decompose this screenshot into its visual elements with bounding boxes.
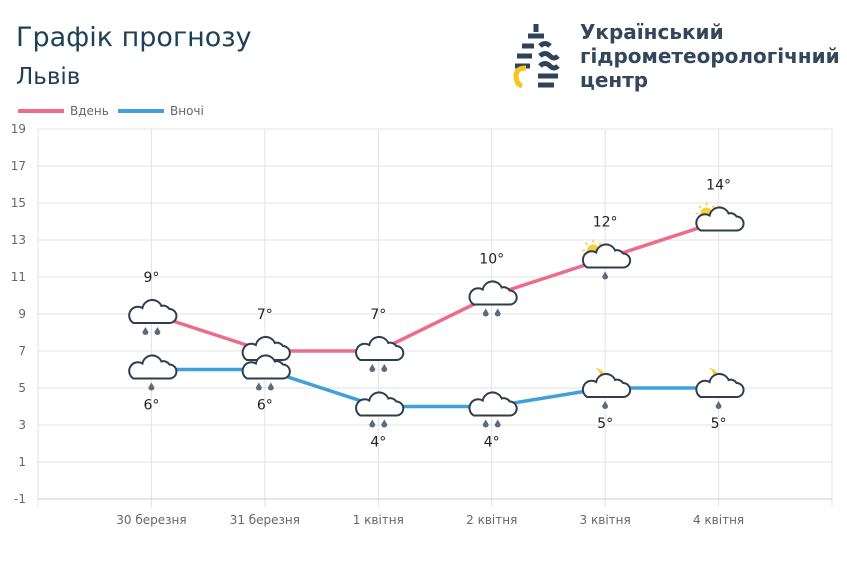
- y-tick-label: 13: [11, 233, 26, 247]
- raindrop-icon: [381, 419, 388, 428]
- data-label: 7°: [257, 307, 273, 323]
- cloud-rain-2-icon: [355, 391, 405, 428]
- data-label: 6°: [143, 398, 159, 414]
- cloud-icon: [128, 298, 178, 324]
- cloud-icon: [581, 243, 632, 269]
- raindrop-icon: [381, 364, 388, 372]
- y-tick-label: 11: [11, 270, 26, 284]
- sun-ray: [598, 242, 602, 246]
- raindrop-icon: [482, 419, 489, 428]
- cloud-icon: [695, 372, 745, 398]
- cloud-icon: [355, 391, 405, 417]
- moon-cloud-rain-1-icon: [695, 368, 745, 410]
- y-tick-label: 5: [18, 381, 26, 395]
- raindrop-icon: [494, 308, 501, 317]
- raindrop-icon: [482, 308, 489, 317]
- x-tick-label: 2 квітня: [466, 513, 517, 527]
- y-tick-label: 19: [11, 122, 26, 136]
- y-tick-label: 17: [11, 159, 26, 173]
- data-label: 6°: [257, 398, 273, 414]
- cloud-rain-2-icon: [468, 391, 518, 428]
- sun-ray: [584, 242, 589, 246]
- sun-cloud-icon: [695, 202, 745, 232]
- org-line-2: гідрометеорологічний: [580, 44, 840, 68]
- data-label: 7°: [370, 307, 386, 323]
- cloud-icon: [241, 354, 291, 380]
- raindrop-icon: [154, 327, 161, 335]
- raindrop-icon: [369, 419, 376, 428]
- organization-name: Український гідрометеорологічний центр: [580, 20, 840, 92]
- cloud-rain-2-icon: [468, 280, 518, 317]
- raindrop-icon: [255, 382, 262, 391]
- data-label: 10°: [479, 252, 504, 268]
- x-tick-label: 30 березня: [116, 513, 186, 527]
- data-label: 5°: [597, 416, 613, 432]
- raindrop-icon: [494, 419, 501, 428]
- data-label: 4°: [484, 435, 500, 451]
- cloud-rain-2-icon: [128, 298, 178, 335]
- cloud-icon: [241, 335, 291, 361]
- cloud-rain-2-icon: [355, 335, 405, 372]
- y-tick-label: -1: [14, 492, 26, 506]
- cloud-icon: [128, 354, 178, 380]
- x-tick-label: 1 квітня: [353, 513, 404, 527]
- data-label: 14°: [706, 178, 731, 194]
- sun-cloud-rain-1-icon: [581, 239, 632, 280]
- series-line-day: [150, 219, 720, 353]
- cloud-icon: [355, 335, 405, 361]
- legend-label: Вночі: [170, 104, 204, 118]
- legend-label: Вдень: [70, 104, 109, 118]
- raindrop-icon: [148, 382, 155, 391]
- raindrop-icon: [715, 401, 722, 410]
- raindrop-icon: [267, 382, 274, 391]
- cloud-rain-1-icon: [128, 354, 178, 391]
- cloud-icon: [695, 206, 745, 232]
- data-label: 4°: [370, 435, 386, 451]
- x-tick-label: 3 квітня: [580, 513, 631, 527]
- raindrop-icon: [369, 364, 376, 372]
- cloud-icon: [468, 280, 518, 306]
- moon-cloud-rain-1-icon: [581, 368, 632, 410]
- y-tick-label: 15: [11, 196, 26, 210]
- data-label: 12°: [593, 215, 618, 231]
- page-title: Графік прогнозу: [16, 22, 252, 53]
- sun-ray: [711, 205, 715, 209]
- cloud-icon: [581, 372, 632, 398]
- raindrop-icon: [142, 327, 149, 335]
- raindrop-icon: [602, 271, 609, 280]
- org-line-1: Український: [580, 20, 724, 44]
- y-tick-label: 1: [18, 455, 26, 469]
- x-tick-label: 4 квітня: [693, 513, 744, 527]
- y-tick-label: 7: [18, 344, 26, 358]
- raindrop-icon: [602, 401, 609, 410]
- cloud-icon: [468, 391, 518, 417]
- data-label: 9°: [143, 270, 159, 286]
- city-name: Львів: [16, 64, 81, 90]
- logo-icon: [513, 24, 560, 89]
- x-tick-label: 31 березня: [230, 513, 300, 527]
- sun-ray: [698, 205, 702, 209]
- cloud-rain-2-icon: [241, 354, 291, 391]
- data-label: 5°: [711, 416, 727, 432]
- y-tick-label: 3: [18, 418, 26, 432]
- org-line-3: центр: [580, 68, 649, 92]
- y-tick-label: 9: [18, 307, 26, 321]
